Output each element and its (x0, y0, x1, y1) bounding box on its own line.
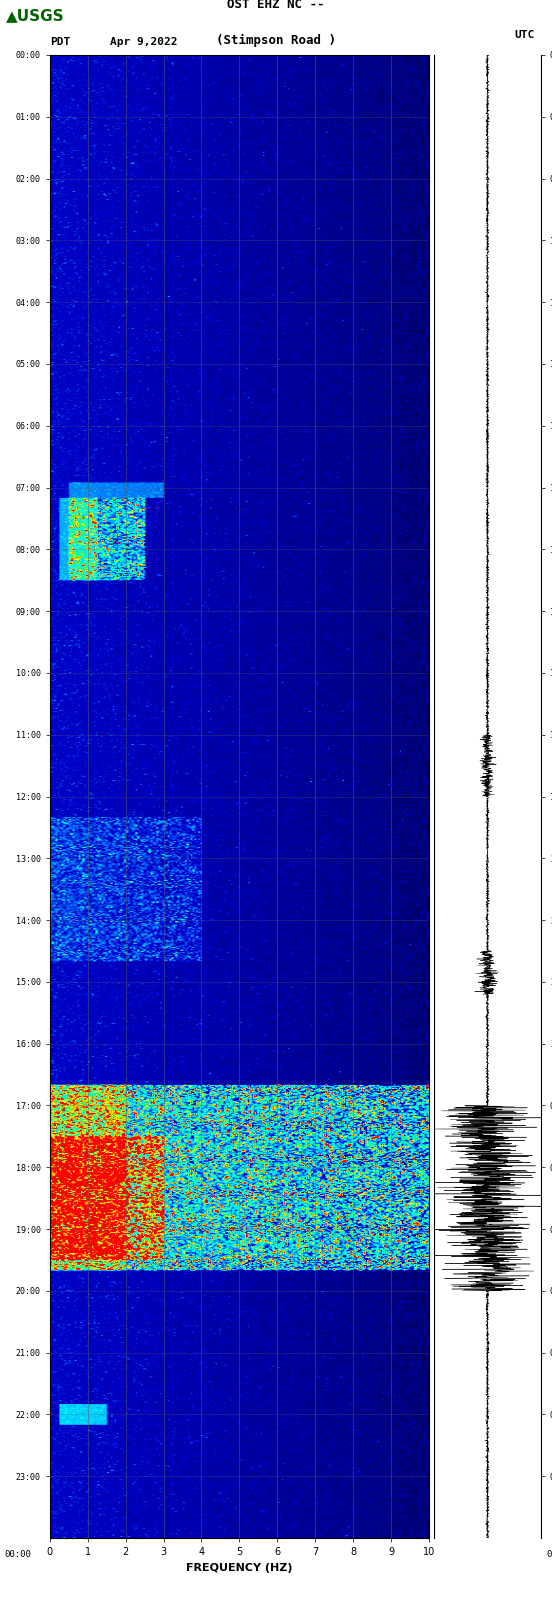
Text: PDT: PDT (50, 37, 70, 47)
Text: OST EHZ NC --: OST EHZ NC -- (227, 0, 325, 11)
Text: Apr 9,2022: Apr 9,2022 (110, 37, 178, 47)
Text: UTC: UTC (515, 31, 535, 40)
Text: (Stimpson Road ): (Stimpson Road ) (216, 34, 336, 47)
X-axis label: FREQUENCY (HZ): FREQUENCY (HZ) (186, 1563, 293, 1573)
Text: 00:00: 00:00 (4, 1550, 31, 1558)
Text: 07:00: 07:00 (546, 1550, 552, 1558)
Text: ▲USGS: ▲USGS (6, 8, 64, 23)
